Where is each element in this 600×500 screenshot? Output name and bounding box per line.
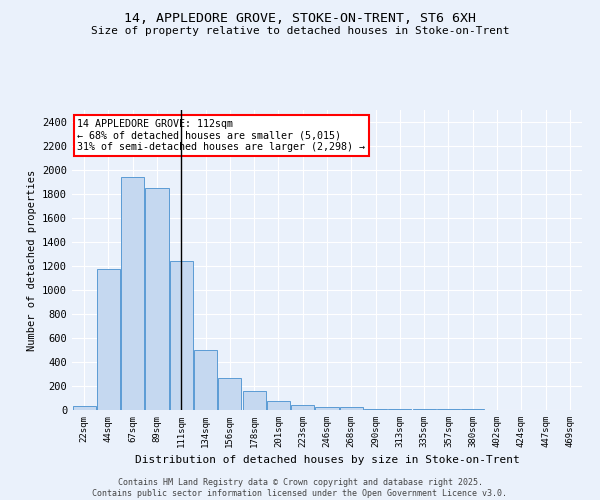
Bar xyxy=(242,391,266,410)
Text: Size of property relative to detached houses in Stoke-on-Trent: Size of property relative to detached ho… xyxy=(91,26,509,36)
Bar xyxy=(170,261,193,410)
Bar xyxy=(194,350,217,410)
X-axis label: Distribution of detached houses by size in Stoke-on-Trent: Distribution of detached houses by size … xyxy=(134,456,520,466)
Bar xyxy=(121,176,144,410)
Bar xyxy=(97,269,120,410)
Bar xyxy=(267,401,290,410)
Bar xyxy=(316,406,338,410)
Bar xyxy=(340,407,363,410)
Bar xyxy=(364,409,387,410)
Text: Contains HM Land Registry data © Crown copyright and database right 2025.
Contai: Contains HM Land Registry data © Crown c… xyxy=(92,478,508,498)
Bar xyxy=(145,188,169,410)
Bar xyxy=(218,378,241,410)
Bar xyxy=(291,406,314,410)
Y-axis label: Number of detached properties: Number of detached properties xyxy=(26,170,37,350)
Bar xyxy=(73,406,95,410)
Text: 14 APPLEDORE GROVE: 112sqm
← 68% of detached houses are smaller (5,015)
31% of s: 14 APPLEDORE GROVE: 112sqm ← 68% of deta… xyxy=(77,119,365,152)
Text: 14, APPLEDORE GROVE, STOKE-ON-TRENT, ST6 6XH: 14, APPLEDORE GROVE, STOKE-ON-TRENT, ST6… xyxy=(124,12,476,26)
